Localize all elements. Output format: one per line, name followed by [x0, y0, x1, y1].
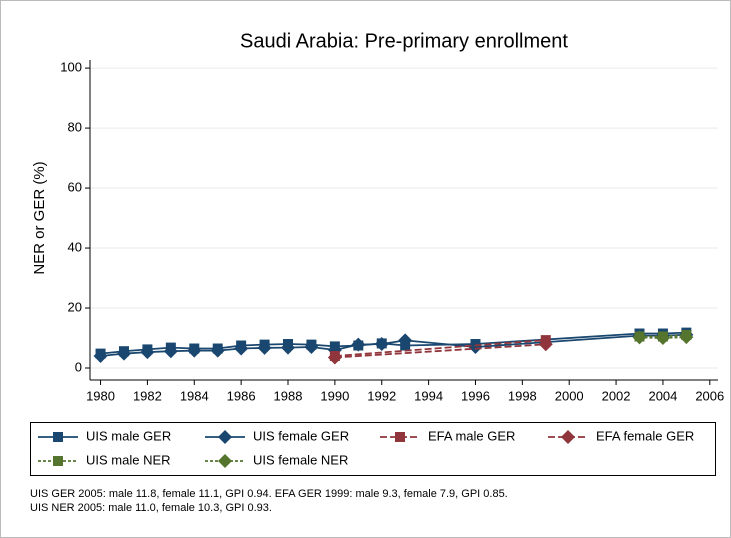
marker	[163, 344, 178, 359]
series-line	[639, 334, 687, 338]
legend-marker	[561, 430, 575, 444]
legend-marker	[218, 430, 232, 444]
y-tick-label: 40	[68, 239, 82, 254]
marker	[398, 333, 413, 348]
marker	[234, 341, 249, 356]
series-line	[334, 343, 546, 359]
x-tick-label: 1990	[320, 388, 349, 403]
marker	[140, 345, 155, 360]
legend-marker	[395, 432, 405, 442]
marker	[468, 340, 483, 355]
marker	[187, 343, 202, 358]
x-tick-label: 1992	[367, 388, 396, 403]
x-tick-label: 1980	[86, 388, 115, 403]
y-tick-label: 0	[75, 359, 82, 374]
legend-label: EFA female GER	[596, 428, 694, 443]
x-tick-label: 2006	[695, 388, 724, 403]
x-tick-label: 1998	[508, 388, 537, 403]
y-axis-label: NER or GER (%)	[31, 161, 48, 274]
x-tick-label: 1994	[414, 388, 443, 403]
series-line	[334, 339, 546, 357]
legend-marker	[53, 456, 63, 466]
marker	[632, 330, 647, 345]
marker	[93, 349, 108, 364]
x-tick-label: 2000	[555, 388, 584, 403]
y-tick-label: 80	[68, 120, 82, 135]
chart-title: Saudi Arabia: Pre-primary enrollment	[240, 30, 568, 52]
marker	[679, 330, 694, 345]
legend-marker	[218, 454, 232, 468]
note: UIS NER 2005: male 11.0, female 10.3, GP…	[30, 502, 272, 514]
note: UIS GER 2005: male 11.8, female 11.1, GP…	[30, 488, 508, 500]
x-tick-label: 1988	[274, 388, 303, 403]
legend-label: UIS male GER	[86, 428, 171, 443]
y-tick-label: 60	[68, 179, 82, 194]
marker	[210, 343, 225, 358]
marker	[327, 350, 342, 365]
marker	[304, 340, 319, 355]
legend-label: UIS male NER	[86, 452, 171, 467]
x-tick-label: 1984	[180, 388, 209, 403]
marker	[374, 337, 389, 352]
marker	[655, 331, 670, 346]
x-tick-label: 2004	[648, 388, 677, 403]
legend-label: UIS female NER	[253, 452, 348, 467]
x-tick-label: 1996	[461, 388, 490, 403]
legend-label: EFA male GER	[428, 428, 515, 443]
series-line	[639, 336, 687, 339]
x-tick-label: 2002	[602, 388, 631, 403]
y-tick-label: 20	[68, 299, 82, 314]
marker	[351, 337, 366, 352]
legend-box	[30, 422, 716, 476]
y-tick-label: 100	[60, 60, 82, 75]
marker	[281, 340, 296, 355]
x-tick-label: 1986	[227, 388, 256, 403]
x-tick-label: 1982	[133, 388, 162, 403]
marker	[538, 337, 553, 352]
legend-marker	[53, 432, 63, 442]
marker	[116, 346, 131, 361]
legend-label: UIS female GER	[253, 428, 349, 443]
marker	[257, 340, 272, 355]
